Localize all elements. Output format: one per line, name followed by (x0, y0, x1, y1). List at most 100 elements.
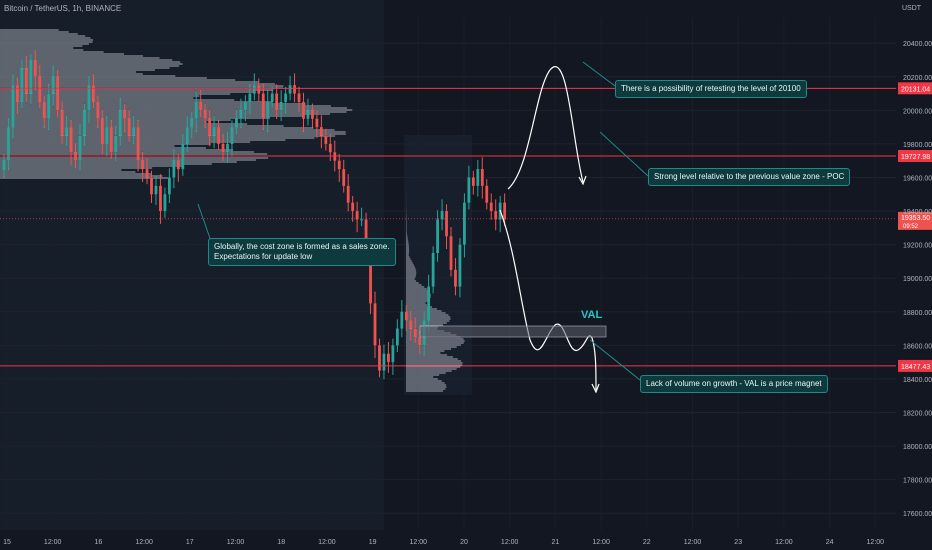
candle-body (154, 185, 158, 195)
y-tick-label: 19600.00 (903, 175, 932, 182)
candle-body (476, 169, 480, 186)
candle-body (360, 219, 363, 221)
candle-body (471, 177, 475, 186)
candle-body (239, 110, 243, 119)
candle-body (311, 110, 314, 119)
candle-body (413, 328, 417, 337)
level-price-tag (898, 359, 932, 372)
y-tick-label: 17800.00 (903, 478, 932, 485)
candle-body (167, 177, 171, 195)
candle-body (24, 68, 28, 94)
candle-body (2, 160, 6, 171)
annotation-cost-zone: Globally, the cost zone is formed as a s… (208, 238, 396, 266)
candle-body (315, 118, 319, 128)
price-axis: 17600.00 17800.00 18000.00 18200.00 18400.00… (903, 41, 932, 518)
candle-body (38, 76, 42, 102)
candle-body (7, 127, 10, 161)
candle-body (69, 127, 73, 153)
x-tick-label: 12:00 (227, 539, 245, 546)
candle-body (226, 143, 229, 153)
level-price-label: 19727.98 (901, 154, 930, 161)
candle-body (378, 345, 381, 371)
candle-body (404, 311, 408, 321)
candle-body (342, 169, 346, 186)
candle-body (83, 110, 86, 136)
profile-zone-right (404, 135, 472, 395)
candle-body (369, 253, 372, 304)
level-price-label: 18477.43 (901, 364, 930, 371)
projection-path-upper (507, 66, 584, 190)
x-tick-label: 15 (3, 539, 11, 546)
candle-body (373, 303, 377, 346)
candle-body (449, 236, 453, 270)
candle-body (440, 211, 444, 220)
y-tick-label: 20400.00 (903, 41, 932, 48)
candle-body (118, 110, 122, 136)
callout-poc (599, 131, 649, 177)
candle-body (355, 211, 359, 220)
y-tick-label: 20000.00 (903, 108, 932, 115)
y-tick-label: 19000.00 (903, 276, 932, 283)
y-tick-label: 18400.00 (903, 377, 932, 384)
callout-retest (582, 61, 616, 87)
candle-body (252, 85, 256, 94)
candle-body (302, 101, 305, 119)
candle-body (364, 219, 368, 254)
bar-timer: 09:52 (903, 224, 919, 230)
x-tick-label: 12:00 (775, 539, 793, 546)
x-tick-label: 20 (460, 539, 468, 546)
candle-body (270, 93, 274, 102)
y-tick-label: 19800.00 (903, 142, 932, 149)
candle-body (297, 93, 301, 102)
candle-body (463, 202, 466, 245)
y-tick-label: 18600.00 (903, 343, 932, 350)
candle-body (51, 76, 55, 94)
candle-body (114, 135, 118, 153)
y-tick-label: 18200.00 (903, 410, 932, 417)
annotation-poc: Strong level relative to the previous va… (648, 168, 851, 186)
candle-body (33, 59, 37, 77)
candle-body (212, 127, 216, 136)
candle-body (163, 194, 167, 212)
candle-body (132, 127, 136, 136)
candle-body (503, 202, 507, 220)
x-tick-label: 19 (369, 539, 377, 546)
projection-arrow-upper (578, 175, 587, 186)
val-label: VAL (581, 309, 603, 321)
candles (2, 50, 507, 380)
x-tick-label: 12:00 (867, 539, 885, 546)
y-tick-label: 18800.00 (903, 310, 932, 317)
candle-body (328, 143, 332, 153)
x-tick-label: 16 (95, 539, 103, 546)
y-tick-label: 17600.00 (903, 511, 932, 518)
level-price-label: 20131.04 (901, 86, 930, 93)
x-tick-label: 21 (552, 539, 560, 546)
projection-arrow-lower (591, 383, 600, 394)
candle-body (127, 118, 131, 136)
candle-body (333, 152, 337, 161)
level-price-tag (898, 82, 932, 95)
candle-body (123, 110, 127, 119)
x-tick-label: 12:00 (318, 539, 336, 546)
x-tick-label: 12:00 (684, 539, 702, 546)
candle-body (221, 143, 225, 153)
candle-body (418, 336, 422, 346)
candle-body (141, 160, 144, 170)
candle-body (190, 118, 194, 128)
candle-body (489, 202, 493, 212)
candle-body (105, 127, 109, 144)
val-zone-box (419, 325, 607, 338)
candle-body (150, 177, 153, 195)
candle-body (56, 76, 60, 111)
candle-body (172, 160, 176, 178)
y-tick-label: 20200.00 (903, 75, 932, 82)
candle-body (454, 269, 457, 287)
current-price-tag (898, 211, 932, 230)
x-tick-label: 12:00 (410, 539, 428, 546)
x-tick-label: 12:00 (135, 539, 153, 546)
candle-body (16, 85, 19, 102)
candle-body (387, 353, 390, 363)
candle-body (436, 219, 439, 254)
candle-body (467, 177, 471, 203)
